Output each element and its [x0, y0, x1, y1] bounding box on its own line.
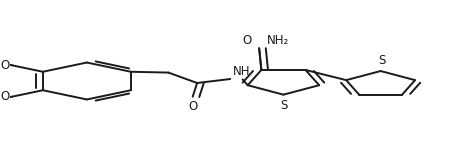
Text: NH₂: NH₂: [267, 34, 289, 47]
Text: S: S: [377, 54, 385, 67]
Text: NH: NH: [232, 65, 249, 78]
Text: S: S: [279, 99, 286, 112]
Text: O: O: [188, 100, 197, 113]
Text: O: O: [1, 90, 10, 103]
Text: O: O: [1, 59, 10, 72]
Text: O: O: [242, 34, 251, 47]
